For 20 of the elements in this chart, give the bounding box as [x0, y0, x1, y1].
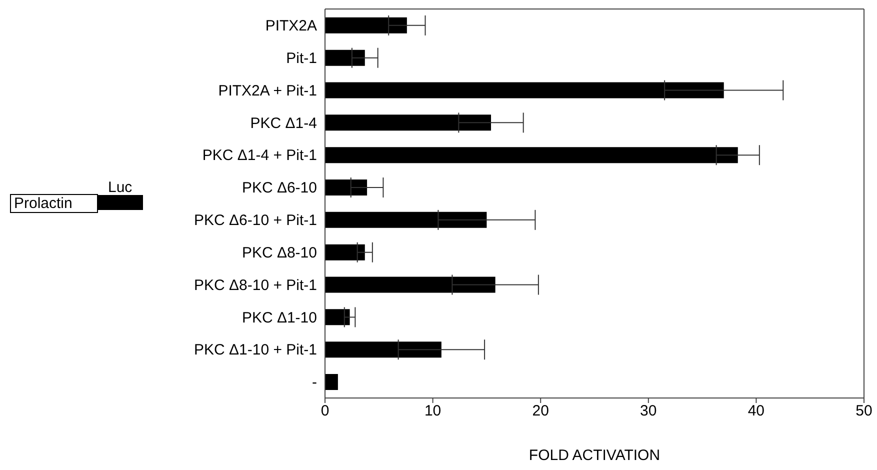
x-tick-label: 40: [748, 402, 765, 420]
prolactin-luc-construct: Prolactin Luc: [10, 184, 144, 215]
y-tick-label: Pit-1: [286, 50, 317, 67]
y-tick-label: PITX2A: [265, 18, 317, 35]
y-tick-label: -: [312, 374, 317, 392]
y-tick-label: PKC Δ8-10 + Pit-1: [194, 276, 317, 294]
y-tick-label: PKC Δ6-10 + Pit-1: [194, 212, 317, 230]
x-axis-title: FOLD ACTIVATION: [528, 447, 660, 464]
y-tick-label: PKC Δ1-10: [242, 309, 317, 326]
x-tick-label: 30: [640, 402, 657, 420]
y-tick-label: PKC Δ1-4 + Pit-1: [202, 147, 317, 164]
y-tick-label: PKC Δ1-10 + Pit-1: [194, 342, 317, 359]
x-tick-label: 20: [532, 402, 549, 420]
y-tick-label: PKC Δ1-4: [250, 114, 317, 132]
x-tick-label: 10: [424, 402, 442, 420]
x-tick-label: 50: [856, 402, 872, 420]
x-tick-label: 0: [320, 402, 330, 420]
y-tick-label: PITX2A + Pit-1: [218, 82, 317, 100]
y-tick-label: PKC Δ8-10: [242, 244, 317, 262]
y-tick-label: PKC Δ6-10: [242, 180, 317, 197]
